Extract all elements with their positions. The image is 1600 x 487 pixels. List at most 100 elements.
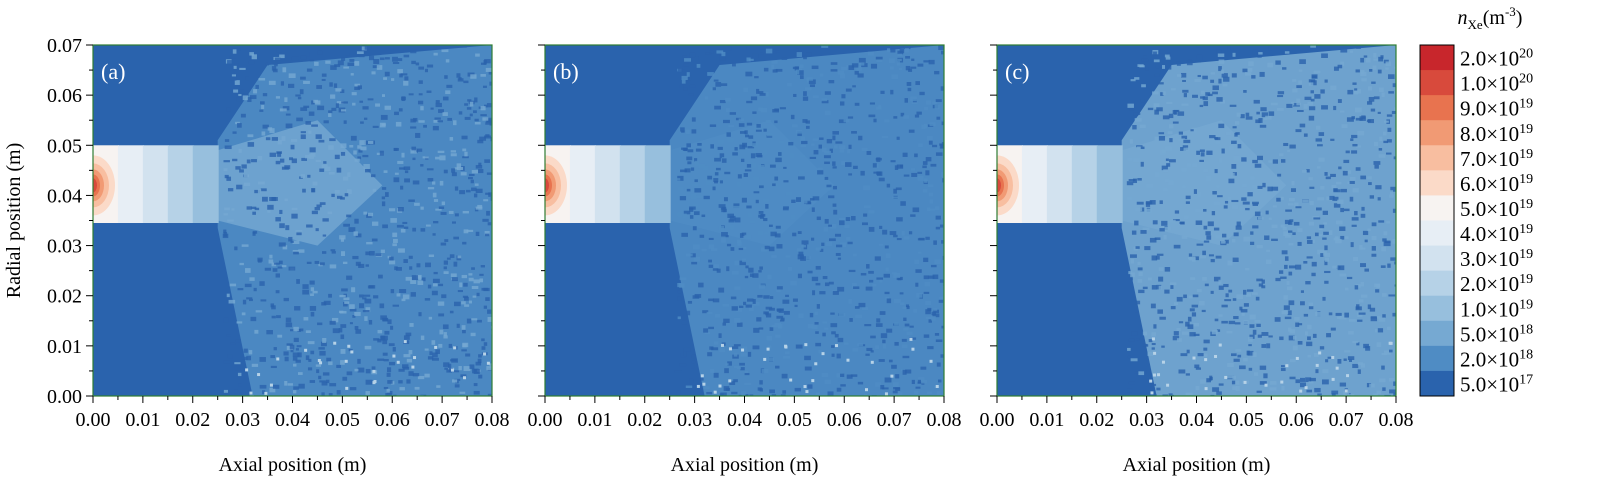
speckle-cell — [941, 325, 944, 329]
speckle-cell — [363, 164, 370, 170]
speckle-cell — [1377, 111, 1381, 114]
x-tick-label: 0.01 — [125, 409, 160, 431]
speckle-cell — [687, 149, 694, 153]
speckle-cell — [777, 324, 783, 329]
speckle-cell — [1173, 109, 1180, 115]
speckle-cell — [1203, 240, 1210, 243]
speckle-cell — [935, 215, 941, 220]
speckle-cell — [1276, 107, 1284, 111]
speckle-cell — [753, 125, 759, 131]
speckle-cell — [1210, 258, 1215, 263]
speckle-cell — [1163, 169, 1169, 173]
speckle-cell — [471, 285, 479, 290]
speckle-cell — [471, 318, 478, 321]
speckle-cell — [1271, 238, 1278, 242]
speckle-cell — [910, 66, 917, 69]
speckle-cell — [1167, 52, 1171, 56]
speckle-cell — [1131, 331, 1138, 336]
speckle-cell — [798, 171, 805, 175]
speckle-cell — [739, 131, 747, 134]
speckle-cell — [801, 245, 806, 248]
speckle-cell — [360, 146, 367, 151]
speckle-cell — [357, 145, 362, 149]
speckle-cell — [438, 283, 444, 287]
speckle-bright — [1157, 373, 1161, 377]
speckle-cell — [731, 391, 738, 395]
speckle-cell — [1299, 382, 1306, 388]
speckle-cell — [888, 359, 893, 363]
speckle-cell — [470, 332, 476, 337]
speckle-cell — [903, 327, 909, 331]
speckle-cell — [437, 301, 445, 306]
speckle-cell — [274, 57, 281, 61]
speckle-cell — [489, 363, 492, 366]
speckle-cell — [766, 133, 773, 137]
speckle-cell — [1379, 378, 1386, 383]
speckle-cell — [300, 134, 306, 140]
speckle-cell — [875, 56, 883, 60]
speckle-cell — [1243, 236, 1251, 242]
speckle-cell — [1161, 149, 1167, 154]
speckle-cell — [1293, 221, 1300, 226]
speckle-cell — [267, 204, 274, 210]
speckle-cell — [340, 360, 345, 365]
speckle-cell — [340, 151, 346, 156]
speckle-cell — [343, 297, 350, 300]
speckle-cell — [1262, 182, 1266, 188]
speckle-cell — [796, 69, 800, 75]
speckle-cell — [905, 369, 912, 374]
speckle-cell — [863, 185, 871, 191]
speckle-cell — [733, 205, 740, 209]
speckle-cell — [1376, 390, 1382, 395]
speckle-cell — [236, 184, 243, 190]
speckle-cell — [328, 112, 332, 117]
speckle-cell — [1352, 341, 1359, 344]
speckle-cell — [1152, 220, 1158, 225]
speckle-cell — [226, 107, 231, 112]
speckle-cell — [815, 265, 821, 270]
speckle-cell — [1341, 124, 1348, 129]
speckle-cell — [815, 342, 822, 347]
speckle-cell — [462, 329, 466, 334]
speckle-cell — [1376, 316, 1381, 319]
speckle-cell — [718, 225, 725, 231]
speckle-cell — [429, 351, 433, 356]
speckle-cell — [1160, 92, 1164, 96]
speckle-bright — [1285, 364, 1289, 368]
speckle-cell — [331, 193, 335, 198]
speckle-cell — [1388, 91, 1394, 94]
speckle-cell — [866, 347, 873, 351]
y-tick-label: 0.01 — [47, 336, 82, 358]
speckle-cell — [1327, 356, 1334, 359]
speckle-cell — [824, 218, 829, 224]
speckle-cell — [258, 78, 266, 81]
speckle-cell — [926, 135, 933, 141]
speckle-cell — [296, 279, 300, 284]
speckle-cell — [439, 329, 444, 335]
speckle-cell — [223, 160, 230, 163]
speckle-cell — [284, 380, 288, 386]
speckle-cell — [465, 189, 471, 193]
speckle-cell — [759, 266, 763, 270]
speckle-cell — [223, 231, 228, 237]
speckle-cell — [861, 147, 868, 152]
speckle-cell — [371, 71, 376, 75]
speckle-cell — [1343, 390, 1349, 396]
speckle-cell — [485, 122, 492, 125]
colorbar-label: 7.0×1019 — [1460, 147, 1533, 171]
speckle-cell — [392, 304, 400, 307]
speckle-cell — [1241, 157, 1247, 162]
speckle-bright — [884, 392, 888, 396]
speckle-cell — [245, 76, 249, 81]
speckle-cell — [275, 217, 281, 222]
speckle-cell — [1309, 200, 1314, 206]
speckle-cell — [1237, 354, 1242, 358]
speckle-cell — [384, 71, 390, 77]
speckle-cell — [459, 391, 466, 394]
speckle-cell — [879, 311, 886, 315]
speckle-cell — [797, 231, 802, 235]
speckle-cell — [388, 260, 396, 265]
speckle-cell — [411, 146, 417, 151]
speckle-cell — [774, 120, 778, 124]
